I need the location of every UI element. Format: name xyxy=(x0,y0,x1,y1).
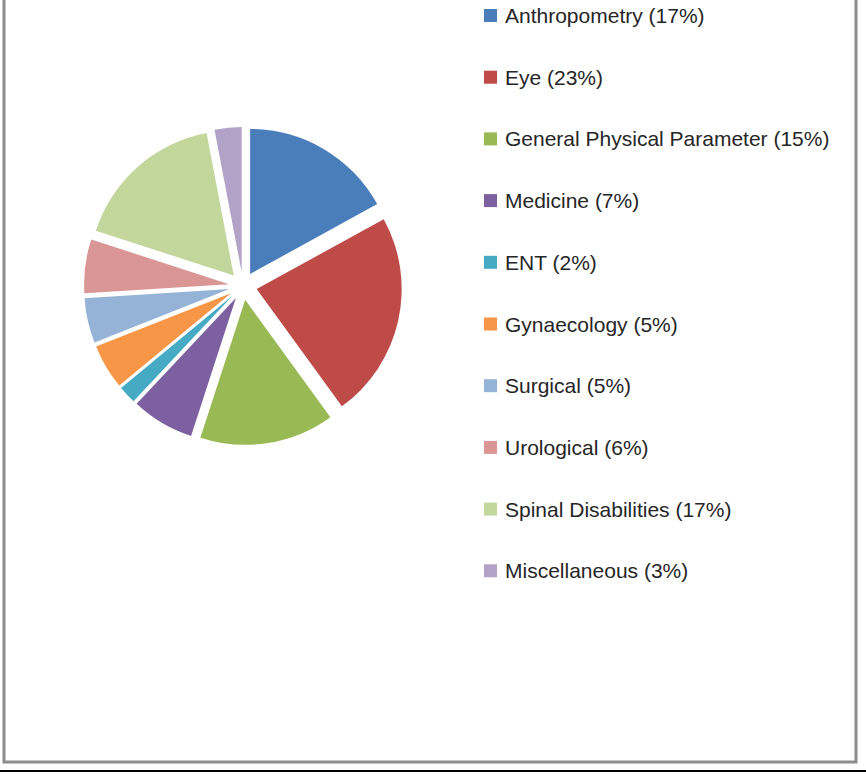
legend-label: Medicine (7%) xyxy=(505,189,639,212)
bottom-rule xyxy=(0,770,866,772)
legend-swatch xyxy=(484,503,497,516)
legend-label: ENT (2%) xyxy=(505,251,597,274)
legend-swatch xyxy=(484,379,497,392)
legend-swatch xyxy=(484,441,497,454)
legend-label: General Physical Parameter (15%) xyxy=(505,127,829,150)
legend-label: Gynaecology (5%) xyxy=(505,313,678,336)
legend-swatch xyxy=(484,9,497,22)
frame xyxy=(4,0,856,762)
chart: Anthropometry (17%) Eye (23%) General Phys… xyxy=(0,0,866,776)
legend-swatch xyxy=(484,564,497,577)
legend: Anthropometry (17%) Eye (23%) General Phys… xyxy=(484,4,829,582)
legend-label: Anthropometry (17%) xyxy=(505,4,705,27)
pie-slice xyxy=(96,133,234,275)
legend-label: Surgical (5%) xyxy=(505,374,631,397)
legend-label: Miscellaneous (3%) xyxy=(505,559,688,582)
legend-swatch xyxy=(484,71,497,84)
legend-swatch xyxy=(484,318,497,331)
legend-label: Spinal Disabilities (17%) xyxy=(505,498,731,521)
pie xyxy=(84,127,402,445)
pie-slice xyxy=(215,127,242,272)
legend-label: Eye (23%) xyxy=(505,66,603,89)
legend-swatch xyxy=(484,132,497,145)
pie-slice xyxy=(85,289,230,342)
legend-label: Urological (6%) xyxy=(505,436,649,459)
legend-swatch xyxy=(484,194,497,207)
legend-swatch xyxy=(484,256,497,269)
